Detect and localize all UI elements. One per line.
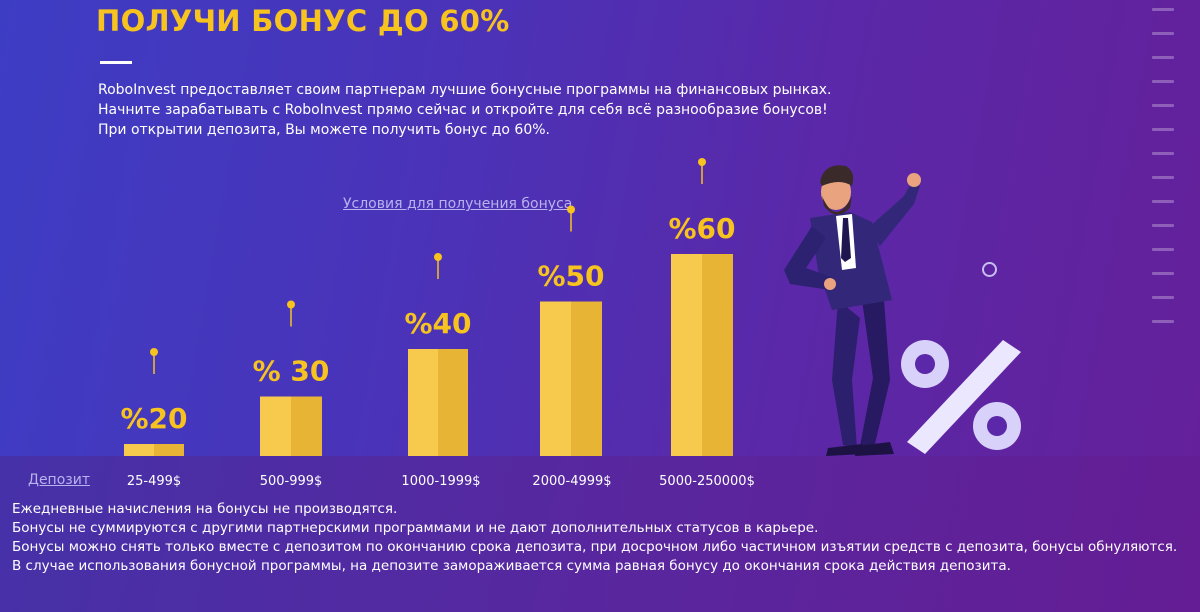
bar-value-label-4: %50: [537, 260, 604, 293]
bar-shade-1: [154, 444, 184, 456]
bonus-conditions-link[interactable]: Условия для получения бонуса: [343, 196, 573, 212]
deposit-range-2: 500-999$: [259, 474, 323, 489]
percent-icon: [901, 340, 1021, 454]
bar-shade-5: [702, 254, 733, 456]
pin-dot-1: [150, 348, 158, 356]
bonus-notes: Ежедневные начисления на бонусы не произ…: [12, 500, 1177, 576]
deposit-range-4: 2000-4999$: [532, 474, 612, 489]
note-line: Ежедневные начисления на бонусы не произ…: [12, 501, 398, 517]
deposit-link[interactable]: Депозит: [28, 472, 90, 488]
note-line: В случае использования бонусной программ…: [12, 558, 1011, 574]
deposit-range-3: 1000-1999$: [401, 474, 481, 489]
bar-shade-3: [438, 349, 468, 456]
note-line: Бонусы не суммируются с другими партнерс…: [12, 520, 819, 536]
intro-line: RoboInvest предоставляет своим партнерам…: [98, 82, 832, 98]
note-line: Бонусы можно снять только вместе с депоз…: [12, 539, 1178, 555]
bar-shade-4: [571, 301, 602, 456]
bar-value-label-3: %40: [404, 307, 471, 340]
intro-line: При открытии депозита, Вы можете получит…: [98, 122, 550, 138]
decorative-dash-column: [1152, 8, 1174, 338]
intro-line: Начните зарабатывать с RoboInvest прямо …: [98, 102, 828, 118]
bottom-panel: [0, 456, 1200, 612]
bar-value-label-2: % 30: [253, 355, 330, 388]
pin-dot-3: [434, 253, 442, 261]
deposit-range-5: 5000-250000$: [659, 474, 755, 489]
pin-dot-2: [287, 300, 295, 309]
bar-shade-2: [291, 396, 322, 456]
page-title: ПОЛУЧИ БОНУС ДО 60%: [96, 4, 510, 38]
title-underline: [100, 61, 132, 64]
bar-value-label-1: %20: [120, 402, 187, 435]
intro-text: RoboInvest предоставляет своим партнерам…: [98, 80, 858, 140]
decorative-circle: [982, 262, 997, 277]
pin-dot-4: [567, 205, 575, 214]
bars-group: %20 % 30 %40 %50 %60: [120, 158, 736, 456]
bar-value-label-5: %60: [668, 212, 735, 245]
pin-dot-5: [698, 158, 706, 166]
deposit-range-1: 25-499$: [126, 474, 182, 489]
